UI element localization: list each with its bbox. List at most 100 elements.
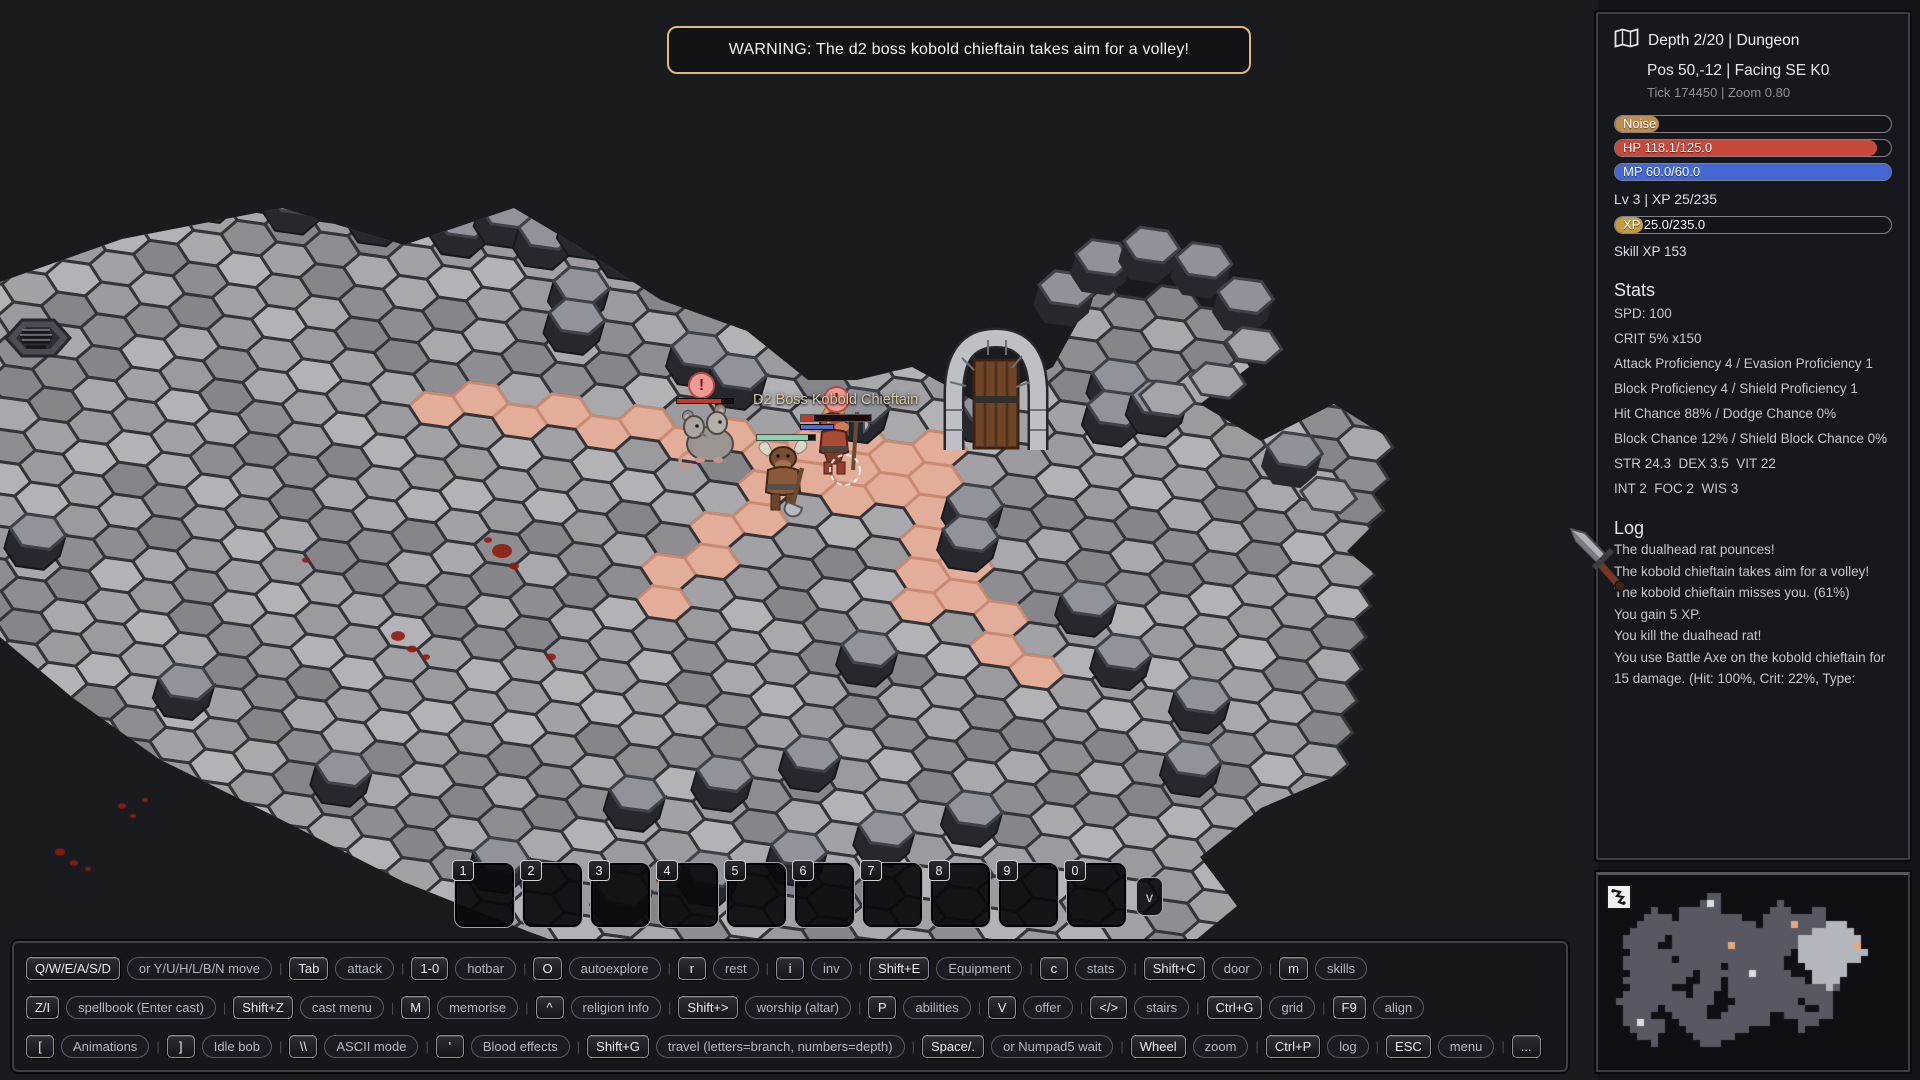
keybind-item: [Animations <box>26 1035 150 1058</box>
hotbar-slot[interactable]: 0 <box>1064 860 1127 928</box>
keybind-label: offer <box>1023 996 1073 1019</box>
stat-line: Block Proficiency 4 / Shield Proficiency… <box>1614 381 1858 396</box>
keybind-row: Q/W/E/A/S/D or Y/U/H/L/B/N move | Tab attack… <box>26 949 1554 988</box>
keybind-label: log <box>1327 1035 1369 1058</box>
dungeon-scene[interactable] <box>0 0 1598 1080</box>
noise-bar-label: Noise <box>1623 116 1657 131</box>
keybind-item: ... <box>1511 1035 1541 1058</box>
keybind-separator: | <box>523 961 527 976</box>
keybind-label: Animations <box>61 1035 150 1058</box>
hotbar-slot-key: 5 <box>724 860 746 881</box>
keybind-key: O <box>533 957 562 980</box>
hotbar-slot-key: 8 <box>928 860 950 881</box>
keybind-label: Idle bob <box>201 1035 272 1058</box>
keybind-separator: | <box>977 1000 982 1015</box>
keybind-label: align <box>1372 996 1425 1019</box>
keybind-label: cast menu <box>299 996 384 1019</box>
stat-line: Attack Proficiency 4 / Evasion Proficien… <box>1614 356 1873 371</box>
hotbar-slot-key: 1 <box>452 860 474 881</box>
keybind-item: i inv <box>776 957 852 980</box>
log-list: The dualhead rat pounces! The kobold chie… <box>1614 539 1892 690</box>
player-minotaur[interactable] <box>758 439 808 518</box>
log-entry: The kobold chieftain misses you. (61%) <box>1614 585 1850 600</box>
hotbar-slot[interactable]: 9 <box>996 860 1059 928</box>
dualhead-rat[interactable] <box>678 404 734 470</box>
keybind-key: ESC <box>1386 1035 1431 1058</box>
hotbar: 1 2 3 4 5 6 7 8 9 0 <box>452 860 1127 928</box>
hotbar-slot[interactable]: 5 <box>724 860 787 928</box>
keybind-key: r <box>677 957 706 980</box>
hotbar-slot[interactable]: 6 <box>792 860 855 928</box>
keybind-row: Z/I spellbook (Enter cast) | Shift+Z cast me… <box>26 988 1554 1027</box>
keybind-key: Q/W/E/A/S/D <box>26 957 120 980</box>
keybind-key: ] <box>166 1035 195 1058</box>
keybind-label: autoexplore <box>568 957 661 980</box>
warning-banner: WARNING: The d2 boss kobold chieftain ta… <box>667 26 1251 74</box>
sidebar: Depth 2/20 | Dungeon Pos 50,-12 | Facing… <box>1596 12 1910 860</box>
keybind-separator: | <box>1501 1039 1505 1054</box>
keybind-key: ^ <box>535 996 564 1019</box>
keybind-label: or Y/U/H/L/B/N move <box>126 957 272 980</box>
game-viewport[interactable]: WARNING: The d2 boss kobold chieftain ta… <box>0 0 1598 1080</box>
keybind-separator: | <box>1133 961 1137 976</box>
keybind-item: Z/I spellbook (Enter cast) <box>26 996 216 1019</box>
keybind-item: Shift+> worship (altar) <box>678 996 851 1019</box>
keybind-separator: | <box>525 1000 529 1015</box>
hotbar-slot[interactable]: 7 <box>860 860 923 928</box>
keybind-separator: | <box>857 1000 862 1015</box>
keybind-item: Q/W/E/A/S/D or Y/U/H/L/B/N move <box>26 957 272 980</box>
hotbar-slot-key: 3 <box>588 860 610 881</box>
keybind-label: zoom <box>1192 1035 1249 1058</box>
keybind-label: door <box>1211 957 1262 980</box>
keybind-separator: | <box>401 961 405 976</box>
keybind-key: m <box>1279 957 1308 980</box>
hotbar-slot[interactable]: 1 <box>452 860 515 928</box>
keybind-label: travel (letters=branch, numbers=depth) <box>655 1035 905 1058</box>
keybind-separator: | <box>1322 1000 1326 1015</box>
keybind-item: ] Idle bob <box>166 1035 272 1058</box>
keybind-separator: | <box>1079 1000 1084 1015</box>
keybind-key: Space/. <box>922 1035 985 1058</box>
hotbar-expand-button[interactable]: v <box>1136 877 1163 916</box>
keybind-item: Tab attack <box>289 957 395 980</box>
keybind-label: religion info <box>570 996 662 1019</box>
keybind-item: Ctrl+P log <box>1265 1035 1369 1058</box>
wall-cluster <box>1033 223 1361 517</box>
hotbar-slot[interactable]: 3 <box>588 860 651 928</box>
boss-mp-bar <box>800 424 834 430</box>
level-text: Lv 3 | XP 25/235 <box>1614 191 1718 207</box>
keybind-item: ^ religion info <box>535 996 662 1019</box>
minimap-icon[interactable] <box>1606 884 1632 910</box>
rat-hp-bar <box>676 398 734 404</box>
keybind-separator: | <box>222 1000 227 1015</box>
hotbar-slot-key: 0 <box>1064 860 1086 881</box>
xp-bar-label: XP 25.0/235.0 <box>1623 217 1706 232</box>
xp-bar: XP 25.0/235.0 <box>1614 216 1892 234</box>
keybind-separator: | <box>1255 1039 1259 1054</box>
keybind-separator: | <box>278 961 283 976</box>
log-entry: The kobold chieftain takes aim for a vol… <box>1614 563 1870 579</box>
log-entry: You gain 5 XP. <box>1614 606 1702 622</box>
boss-kobold-chieftain[interactable] <box>818 405 870 475</box>
keybind-label: memorise <box>437 996 519 1019</box>
noise-bar: Noise <box>1614 115 1892 133</box>
map-icon <box>1614 28 1639 53</box>
hotbar-slot[interactable]: 2 <box>520 860 583 928</box>
keybind-key: Ctrl+G <box>1206 996 1263 1019</box>
keybind-key: Shift+Z <box>233 996 293 1019</box>
keybind-label: rest <box>712 957 759 980</box>
keybind-label: worship (altar) <box>744 996 851 1019</box>
minimap-canvas[interactable] <box>1605 883 1903 1065</box>
hotbar-slot[interactable]: 8 <box>928 860 991 928</box>
hotbar-slot[interactable]: 4 <box>656 860 719 928</box>
keybind-key: ' <box>435 1035 464 1058</box>
hp-bar: HP 118.1/125.0 <box>1614 139 1892 157</box>
boss-name-label: D2 Boss Kobold Chieftain <box>753 392 919 408</box>
stairs-down-tile[interactable] <box>3 318 73 358</box>
location-text: Depth 2/20 | Dungeon <box>1648 31 1800 49</box>
keybind-key: </> <box>1090 996 1128 1019</box>
hotbar-slot-key: 9 <box>996 860 1018 881</box>
dungeon-door-arch[interactable] <box>943 327 1049 450</box>
keybind-label: Equipment <box>936 957 1023 980</box>
